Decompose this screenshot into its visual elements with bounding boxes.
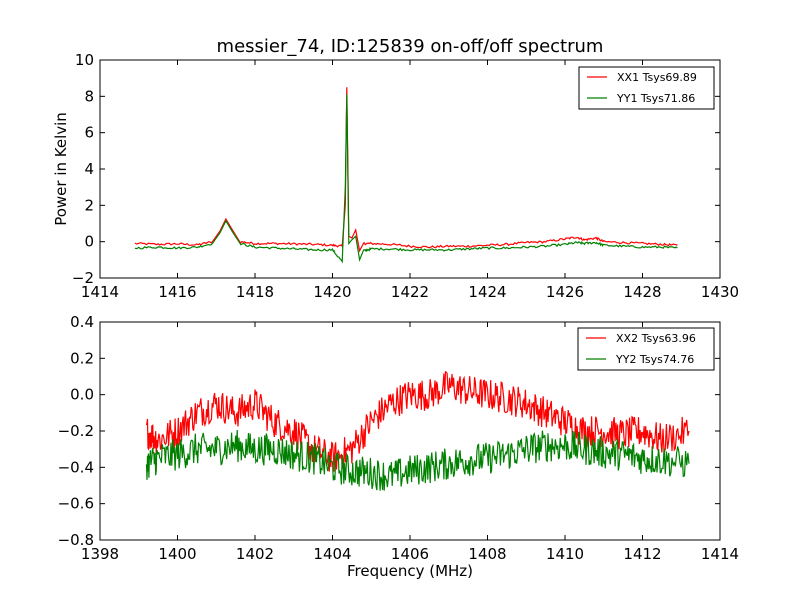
chart-title: messier_74, ID:125839 on-off/off spectru… [217,36,604,57]
x-tick-label: 1414 [701,545,739,563]
x-tick-label: 1422 [391,283,429,301]
series-line-2 [145,429,690,491]
x-tick-label: 1416 [158,283,196,301]
y-tick-label: 0.4 [70,313,94,331]
y-tick-label: −2 [72,269,94,287]
legend-box [577,327,715,371]
x-tick-label: 1424 [468,283,506,301]
y-tick-label: −0.8 [58,531,94,549]
y-tick-label: 6 [84,124,94,142]
x-tick-label: 1428 [623,283,661,301]
y-tick-label: 0.0 [70,386,94,404]
x-tick-label: 1420 [313,283,351,301]
x-tick-label: 1430 [701,283,739,301]
x-tick-label: 1426 [546,283,584,301]
x-tick-label: 1402 [236,545,274,563]
x-tick-label: 1412 [623,545,661,563]
x-tick-label: 1410 [546,545,584,563]
top-y-axis-label: Power in Kelvin [52,112,70,226]
x-tick-label: 1398 [81,545,119,563]
y-tick-label: −0.4 [58,458,94,476]
legend-label: XX2 Tsys63.96 [616,332,696,345]
bottom-legend: XX2 Tsys63.96 YY2 Tsys74.76 [577,327,715,371]
y-tick-label: 2 [84,196,94,214]
legend-box [578,66,715,110]
series-line-2 [134,94,678,264]
x-tick-label: 1418 [236,283,274,301]
series-line-1 [134,87,678,253]
y-tick-label: 8 [84,87,94,105]
bottom-panel: 1398 1400 1402 1404 1406 1408 1410 1412 1414 −0.8… [58,313,740,580]
x-tick-label: 1408 [468,545,506,563]
y-tick-label: 4 [84,160,94,178]
series-line-1 [145,370,690,472]
legend-label: XX1 Tsys69.89 [617,71,697,84]
y-tick-label: 10 [75,51,94,69]
x-tick-label: 1406 [391,545,429,563]
y-tick-label: 0 [84,233,94,251]
x-tick-label: 1404 [313,545,351,563]
bottom-x-axis-label: Frequency (MHz) [347,562,473,580]
top-panel: 1414 1416 1418 1420 1422 1424 1426 1428 1430 −2 0 2… [52,51,739,301]
y-tick-label: 0.2 [70,349,94,367]
x-tick-label: 1414 [81,283,119,301]
y-tick-label: −0.2 [58,422,94,440]
legend-label: YY1 Tsys71.86 [616,92,695,105]
y-tick-label: −0.6 [58,495,94,513]
top-legend: XX1 Tsys69.89 YY1 Tsys71.86 [578,66,715,110]
x-tick-label: 1400 [158,545,196,563]
legend-label: YY2 Tsys74.76 [615,353,694,366]
